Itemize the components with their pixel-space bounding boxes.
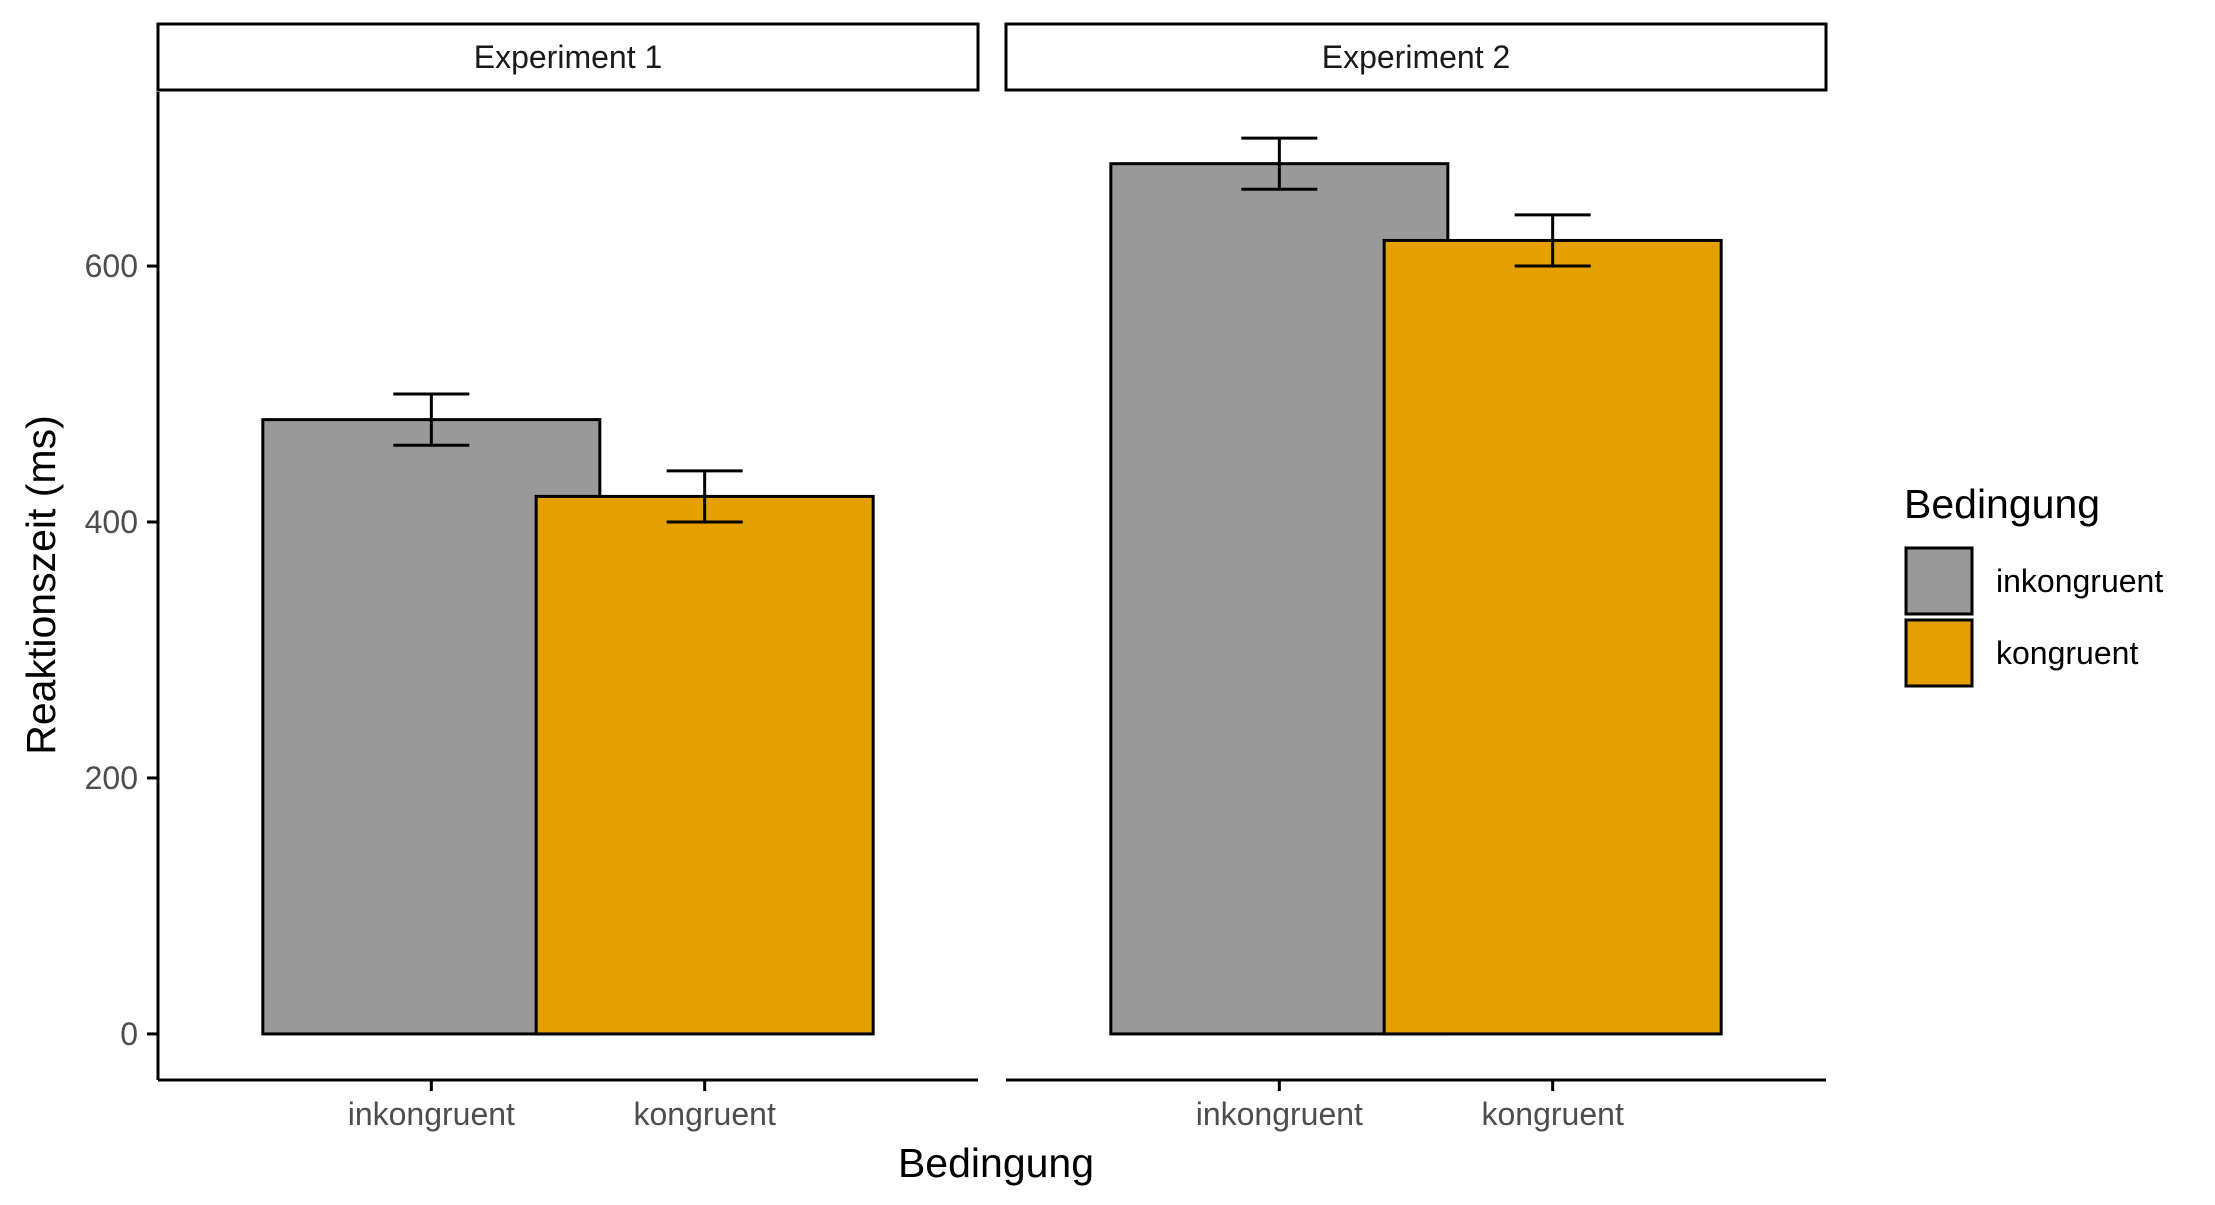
- legend: Bedingung inkongruent kongruent: [1904, 481, 2163, 688]
- legend-items: inkongruent kongruent: [1904, 546, 2163, 688]
- y-tick-label: 600: [85, 248, 138, 284]
- x-axis-title: Bedingung: [898, 1140, 1094, 1186]
- x-tick-label: inkongruent: [348, 1096, 515, 1132]
- facet-panel: Experiment 1 inkongruent kongruent 0 200 400 6…: [85, 22, 980, 1132]
- x-tick-label: kongruent: [634, 1096, 776, 1132]
- legend-label: inkongruent: [1996, 563, 2163, 599]
- x-tick-label: kongruent: [1482, 1096, 1624, 1132]
- legend-key: [1904, 618, 1974, 688]
- facet-strip: [156, 22, 980, 92]
- panels-layer: Experiment 1 inkongruent kongruent 0 200 400 6…: [85, 22, 1828, 1132]
- facet-panel: Experiment 2 inkongruent kongruent: [1004, 22, 1828, 1132]
- facet-strip-label: Experiment 2: [1322, 39, 1511, 75]
- facet-strip: [1004, 22, 1828, 92]
- bar: [534, 494, 875, 1036]
- legend-label: kongruent: [1996, 635, 2138, 671]
- y-tick-label: 400: [85, 504, 138, 540]
- legend-title: Bedingung: [1904, 481, 2100, 527]
- legend-key: [1904, 546, 1974, 616]
- y-tick-label: 200: [85, 760, 138, 796]
- y-tick-label: 0: [120, 1016, 138, 1052]
- y-axis-title: Reaktionszeit (ms): [18, 415, 64, 754]
- bar: [1382, 238, 1723, 1036]
- x-tick-label: inkongruent: [1196, 1096, 1363, 1132]
- facet-strip-label: Experiment 1: [474, 39, 663, 75]
